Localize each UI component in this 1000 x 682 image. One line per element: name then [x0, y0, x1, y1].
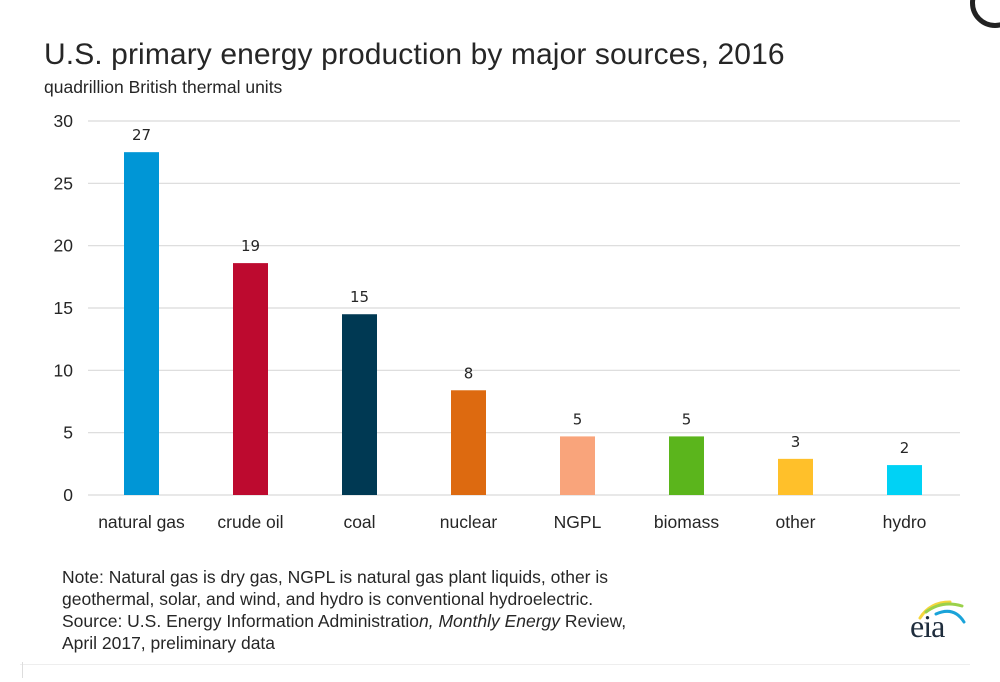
chart-note: Note: Natural gas is dry gas, NGPL is na…: [62, 566, 626, 654]
frame-left-border: [22, 662, 23, 678]
y-axis-ticks: 0 5 10 15 20 25 30: [54, 111, 74, 505]
y-tick-label: 0: [63, 485, 73, 505]
chart-subtitle: quadrillion British thermal units: [44, 77, 283, 97]
x-tick-label: natural gas: [98, 512, 185, 532]
eia-logo-arcs-icon: [918, 600, 966, 624]
bar-hydro: [887, 465, 922, 495]
data-label: 27: [132, 126, 151, 144]
y-tick-label: 5: [63, 423, 73, 443]
x-tick-label: biomass: [654, 512, 719, 532]
bar-crude-oil: [233, 263, 268, 495]
eia-logo-text: eia: [910, 608, 945, 644]
y-tick-label: 10: [54, 360, 74, 380]
gridlines: [88, 120, 960, 496]
data-label: 5: [573, 410, 583, 428]
data-label: 8: [464, 364, 474, 382]
x-tick-label: coal: [343, 512, 375, 532]
note-line-1: Note: Natural gas is dry gas, NGPL is na…: [62, 567, 609, 587]
data-label: 19: [241, 237, 260, 255]
source-date: April 2017, preliminary data: [62, 633, 276, 653]
x-tick-label: crude oil: [217, 512, 283, 532]
bar-natural-gas: [124, 152, 159, 495]
x-axis-ticks: natural gas crude oil coal nuclear NGPL bioma…: [98, 512, 926, 532]
note-line-2: geothermal, solar, and wind, and hydro i…: [62, 589, 594, 609]
source-italic-n: n,: [418, 611, 439, 631]
data-label: 5: [682, 410, 692, 428]
bar-other: [778, 458, 813, 495]
bars: [124, 152, 922, 495]
source-review: Review,: [560, 611, 627, 631]
x-tick-label: other: [776, 512, 816, 532]
data-label: 2: [900, 439, 910, 457]
bar-biomass: [669, 436, 704, 495]
bar-ngpl: [560, 436, 595, 495]
bar-nuclear: [451, 390, 486, 495]
y-tick-label: 15: [54, 298, 73, 318]
frame-bottom-border: [20, 664, 970, 665]
x-tick-label: hydro: [883, 512, 927, 532]
bar-chart: 0 5 10 15 20 25 30 27 19 15 8 5 5 3 2 natural gas crud…: [54, 111, 960, 532]
data-labels: 27 19 15 8 5 5 3 2: [132, 126, 909, 457]
y-tick-label: 25: [54, 173, 73, 193]
data-label: 3: [791, 433, 801, 451]
data-label: 15: [350, 288, 369, 306]
source-prefix: Source: U.S. Energy Information Administ…: [62, 611, 419, 631]
chart-title: U.S. primary energy production by major …: [44, 38, 785, 71]
y-tick-label: 30: [54, 111, 74, 131]
source-publication: Monthly Energy: [438, 611, 561, 631]
source-line: Source: U.S. Energy Information Administ…: [62, 610, 626, 632]
x-tick-label: NGPL: [554, 512, 602, 532]
y-tick-label: 20: [54, 236, 74, 256]
bar-coal: [342, 314, 377, 495]
x-tick-label: nuclear: [440, 512, 498, 532]
eia-logo: eia: [906, 594, 970, 644]
